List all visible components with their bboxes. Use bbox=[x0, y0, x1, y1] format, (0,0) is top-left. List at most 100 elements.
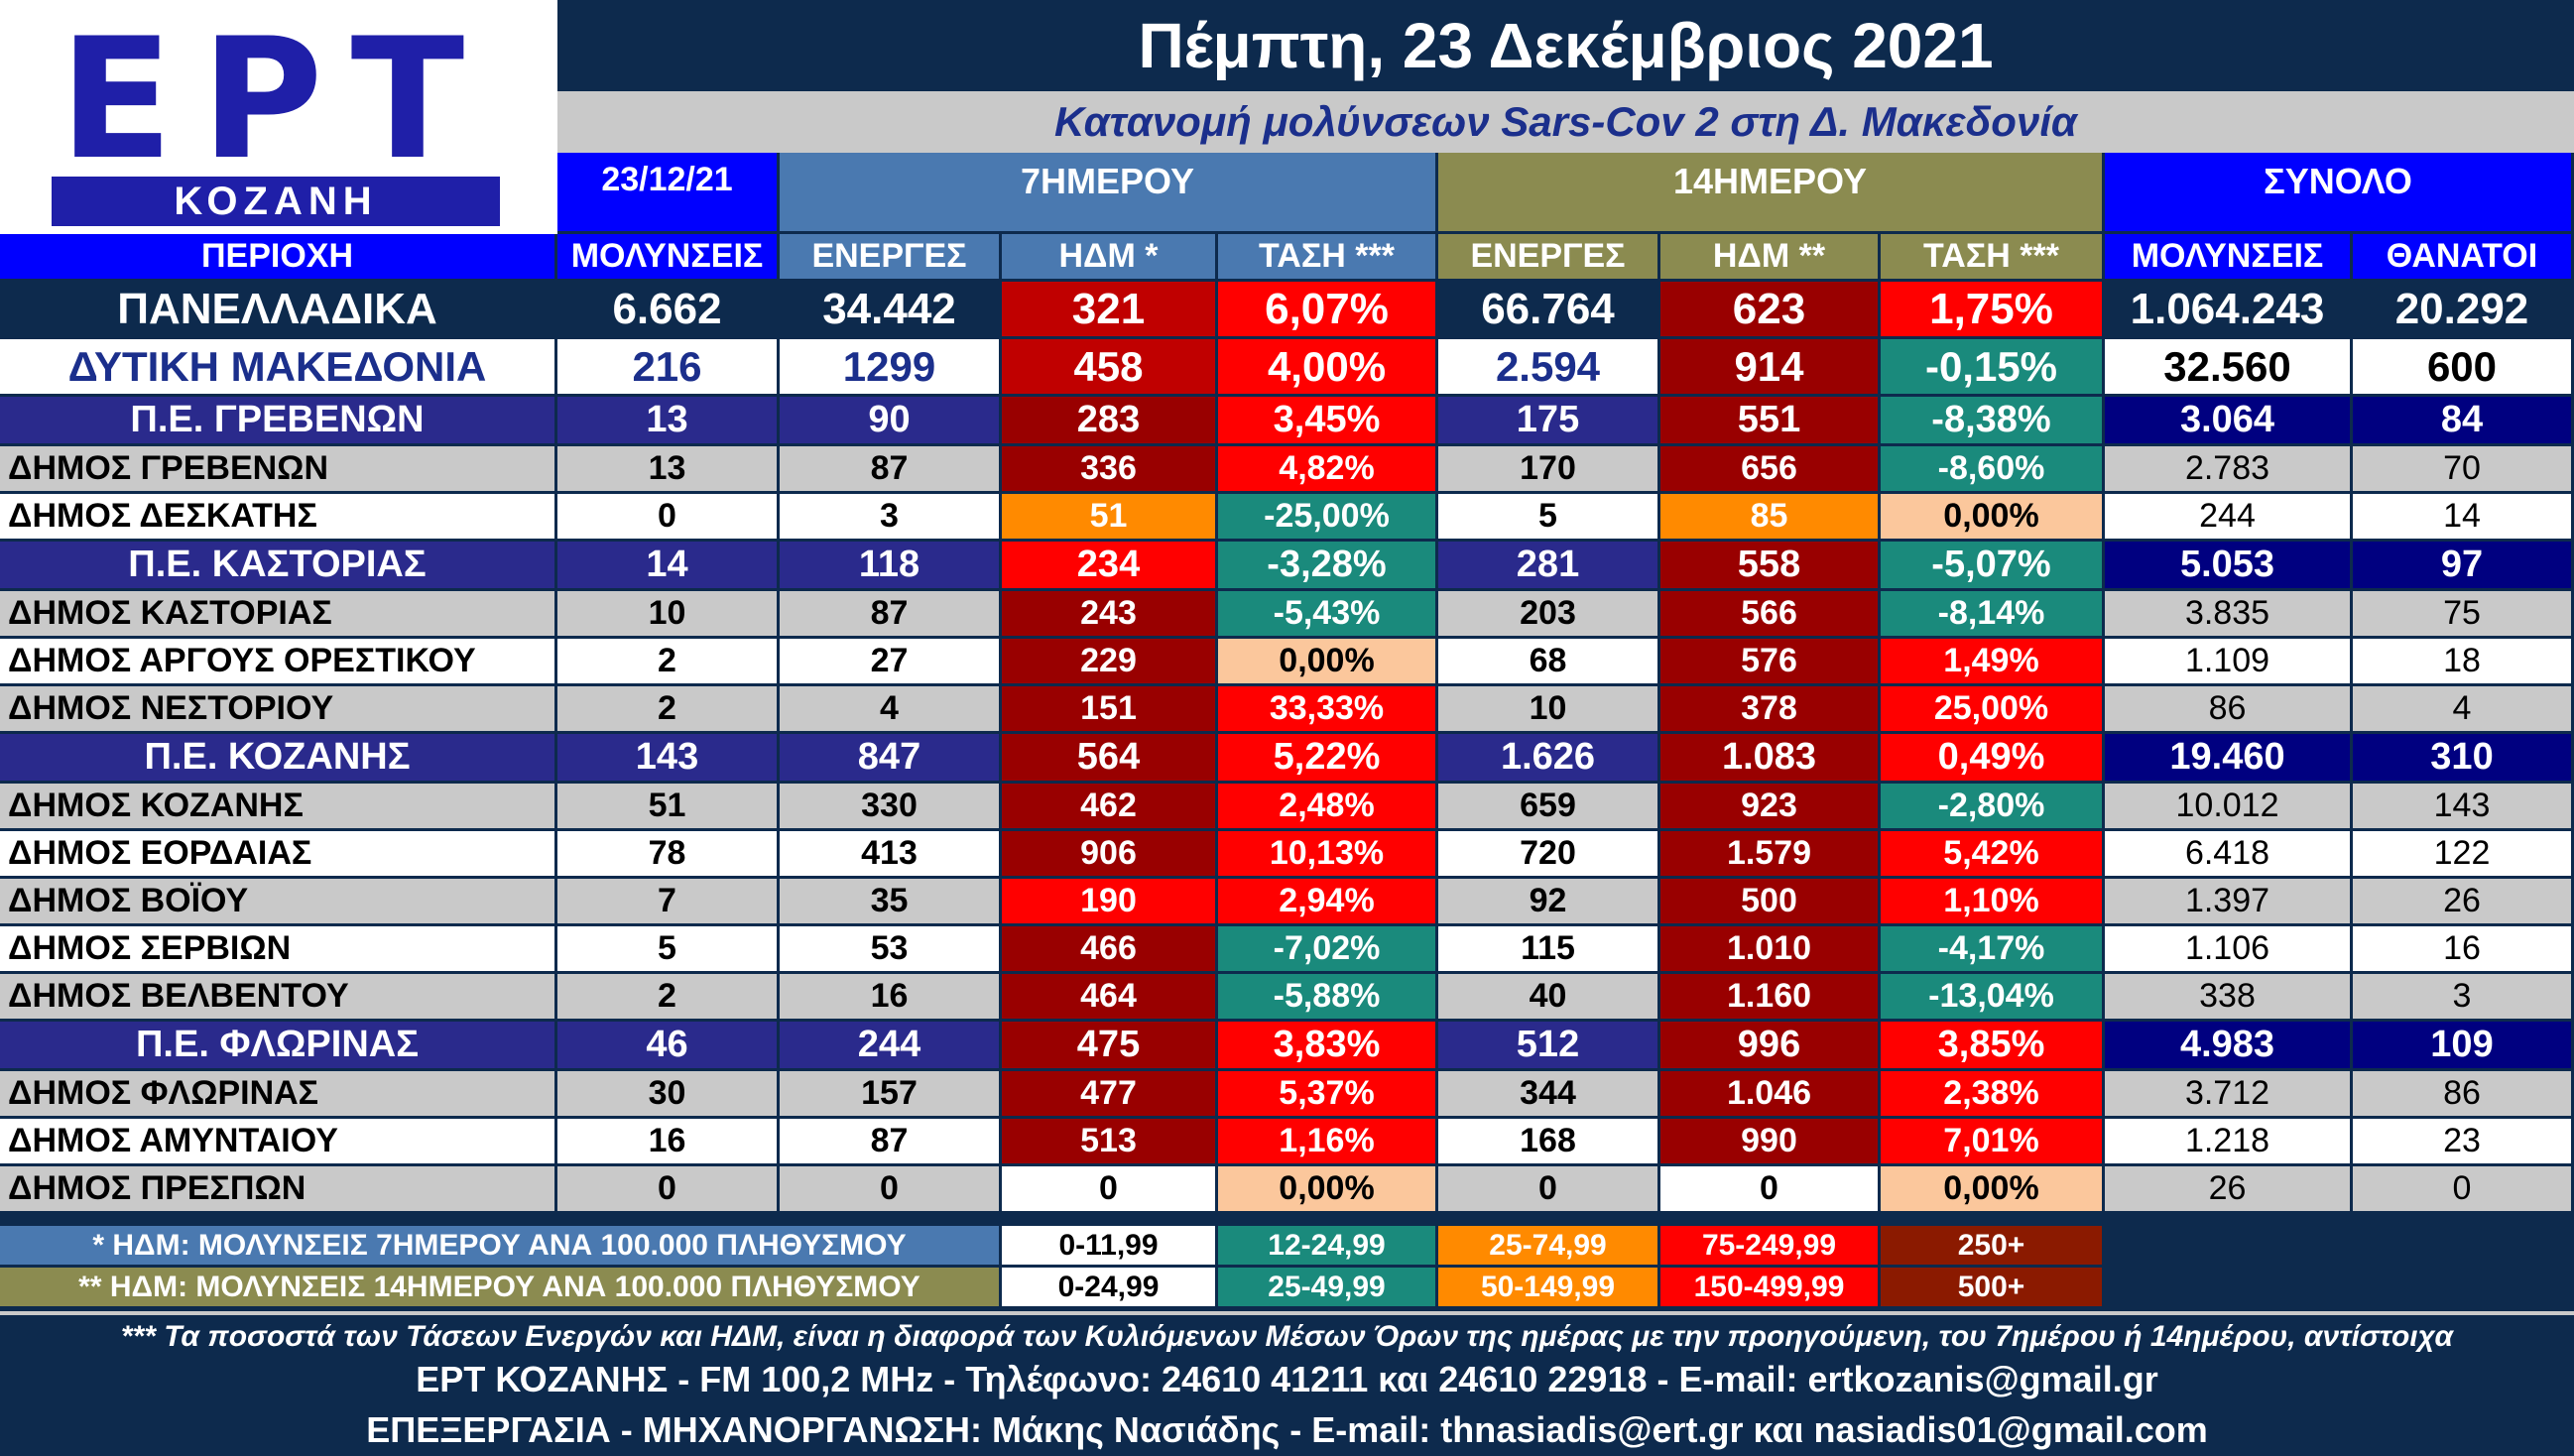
active-7d-cell: 244 bbox=[780, 1022, 1002, 1071]
hdm-14d-cell: 551 bbox=[1660, 397, 1881, 446]
total-infections-cell: 10.012 bbox=[2105, 784, 2353, 831]
total-infections-cell: 5.053 bbox=[2105, 542, 2353, 591]
trend-7d-cell: 10,13% bbox=[1218, 831, 1438, 879]
trend-7d-cell: 2,48% bbox=[1218, 784, 1438, 831]
trend-7d-cell: -25,00% bbox=[1218, 494, 1438, 542]
infections-cell: 143 bbox=[557, 734, 780, 784]
area-cell: ΠΑΝΕΛΛΑΔΙΚΑ bbox=[0, 282, 557, 339]
hdm-7d-cell: 906 bbox=[1002, 831, 1218, 879]
active-14d-cell: 344 bbox=[1438, 1071, 1660, 1119]
hdm-14d-cell: 378 bbox=[1660, 686, 1881, 734]
hdm-14d-cell: 1.083 bbox=[1660, 734, 1881, 784]
active-7d-cell: 87 bbox=[780, 446, 1002, 494]
total-deaths-cell: 86 bbox=[2353, 1071, 2574, 1119]
hdm-14d-cell: 996 bbox=[1660, 1022, 1881, 1071]
hdm-7d-cell: 466 bbox=[1002, 926, 1218, 974]
active-14d-cell: 10 bbox=[1438, 686, 1660, 734]
infections-cell: 10 bbox=[557, 591, 780, 639]
hdm-7d-cell: 243 bbox=[1002, 591, 1218, 639]
active-14d-cell: 115 bbox=[1438, 926, 1660, 974]
hdm-14d-cell: 558 bbox=[1660, 542, 1881, 591]
seven-day-header: 7ΗΜΕΡΟΥ bbox=[780, 153, 1438, 234]
column-header-hdm-7d: ΗΔΜ * bbox=[1002, 234, 1218, 282]
hdm-14d-cell: 500 bbox=[1660, 879, 1881, 926]
column-header-total-infections: ΜΟΛΥΝΣΕΙΣ bbox=[2105, 234, 2353, 282]
total-deaths-cell: 75 bbox=[2353, 591, 2574, 639]
hdm-14d-cell: 914 bbox=[1660, 339, 1881, 397]
total-infections-cell: 3.835 bbox=[2105, 591, 2353, 639]
trend-7d-cell: 0,00% bbox=[1218, 639, 1438, 686]
total-deaths-cell: 0 bbox=[2353, 1166, 2574, 1214]
total-infections-cell: 19.460 bbox=[2105, 734, 2353, 784]
trend-14d-cell: 1,10% bbox=[1881, 879, 2105, 926]
total-deaths-cell: 26 bbox=[2353, 879, 2574, 926]
infections-cell: 46 bbox=[557, 1022, 780, 1071]
footnote: *** Τα ποσοστά των Τάσεων Ενεργών και ΗΔ… bbox=[0, 1311, 2574, 1355]
hdm-7d-cell: 464 bbox=[1002, 974, 1218, 1022]
trend-7d-cell: -5,43% bbox=[1218, 591, 1438, 639]
hdm-14d-cell: 990 bbox=[1660, 1119, 1881, 1166]
active-14d-cell: 720 bbox=[1438, 831, 1660, 879]
active-7d-cell: 90 bbox=[780, 397, 1002, 446]
column-header-active-14d: ΕΝΕΡΓΕΣ bbox=[1438, 234, 1660, 282]
active-7d-cell: 35 bbox=[780, 879, 1002, 926]
trend-14d-cell: -4,17% bbox=[1881, 926, 2105, 974]
total-deaths-cell: 16 bbox=[2353, 926, 2574, 974]
active-7d-cell: 0 bbox=[780, 1166, 1002, 1214]
hdm-14d-cell: 85 bbox=[1660, 494, 1881, 542]
total-deaths-cell: 84 bbox=[2353, 397, 2574, 446]
trend-7d-cell: 3,83% bbox=[1218, 1022, 1438, 1071]
area-cell: ΔΗΜΟΣ ΑΜΥΝΤΑΙΟΥ bbox=[0, 1119, 557, 1166]
fourteen-day-header: 14ΗΜΕΡΟΥ bbox=[1438, 153, 2105, 234]
legend-label-1: * ΗΔΜ: ΜΟΛΥΝΣΕΙΣ 7ΗΜΕΡΟΥ ΑΝΑ 100.000 ΠΛΗ… bbox=[0, 1226, 1002, 1268]
hdm-14d-cell: 576 bbox=[1660, 639, 1881, 686]
active-7d-cell: 16 bbox=[780, 974, 1002, 1022]
infections-cell: 30 bbox=[557, 1071, 780, 1119]
hdm-7d-cell: 336 bbox=[1002, 446, 1218, 494]
infections-cell: 14 bbox=[557, 542, 780, 591]
active-14d-cell: 40 bbox=[1438, 974, 1660, 1022]
trend-7d-cell: 5,22% bbox=[1218, 734, 1438, 784]
total-deaths-cell: 4 bbox=[2353, 686, 2574, 734]
total-infections-cell: 338 bbox=[2105, 974, 2353, 1022]
legend: * ΗΔΜ: ΜΟΛΥΝΣΕΙΣ 7ΗΜΕΡΟΥ ΑΝΑ 100.000 ΠΛΗ… bbox=[0, 1226, 2574, 1309]
area-cell: ΔΗΜΟΣ ΔΕΣΚΑΤΗΣ bbox=[0, 494, 557, 542]
active-14d-cell: 2.594 bbox=[1438, 339, 1660, 397]
area-cell: ΔΗΜΟΣ ΕΟΡΔΑΙΑΣ bbox=[0, 831, 557, 879]
total-infections-cell: 2.783 bbox=[2105, 446, 2353, 494]
area-cell: ΔΗΜΟΣ ΚΑΣΤΟΡΙΑΣ bbox=[0, 591, 557, 639]
legend-range: 25-74,99 bbox=[1438, 1226, 1660, 1268]
hdm-14d-cell: 566 bbox=[1660, 591, 1881, 639]
credits-line: ΕΠΕΞΕΡΓΑΣΙΑ - ΜΗΧΑΝΟΡΓΑΝΩΣΗ: Μάκης Νασιά… bbox=[366, 1409, 2208, 1450]
logo-text: ΕΡΤ bbox=[59, 2, 493, 196]
trend-14d-cell: 1,75% bbox=[1881, 282, 2105, 339]
legend-range: 0-24,99 bbox=[1002, 1268, 1218, 1309]
active-7d-cell: 34.442 bbox=[780, 282, 1002, 339]
trend-14d-cell: 0,00% bbox=[1881, 494, 2105, 542]
column-header-total-deaths: ΘΑΝΑΤΟΙ bbox=[2353, 234, 2574, 282]
trend-7d-cell: 33,33% bbox=[1218, 686, 1438, 734]
hdm-14d-cell: 1.579 bbox=[1660, 831, 1881, 879]
hdm-7d-cell: 0 bbox=[1002, 1166, 1218, 1214]
total-deaths-cell: 14 bbox=[2353, 494, 2574, 542]
active-7d-cell: 87 bbox=[780, 591, 1002, 639]
total-deaths-cell: 3 bbox=[2353, 974, 2574, 1022]
trend-7d-cell: 3,45% bbox=[1218, 397, 1438, 446]
trend-7d-cell: -5,88% bbox=[1218, 974, 1438, 1022]
total-infections-cell: 244 bbox=[2105, 494, 2353, 542]
active-7d-cell: 413 bbox=[780, 831, 1002, 879]
legend-range: 0-11,99 bbox=[1002, 1226, 1218, 1268]
ert-logo: ΕΡΤ ΚΟΖΑΝΗ bbox=[0, 0, 557, 234]
trend-14d-cell: -5,07% bbox=[1881, 542, 2105, 591]
hdm-14d-cell: 1.160 bbox=[1660, 974, 1881, 1022]
active-14d-cell: 1.626 bbox=[1438, 734, 1660, 784]
hdm-14d-cell: 1.046 bbox=[1660, 1071, 1881, 1119]
area-cell: ΔΗΜΟΣ ΦΛΩΡΙΝΑΣ bbox=[0, 1071, 557, 1119]
trend-14d-cell: 5,42% bbox=[1881, 831, 2105, 879]
infections-cell: 2 bbox=[557, 639, 780, 686]
area-cell: ΔΗΜΟΣ ΝΕΣΤΟΡΙΟΥ bbox=[0, 686, 557, 734]
active-14d-cell: 170 bbox=[1438, 446, 1660, 494]
total-infections-cell: 1.106 bbox=[2105, 926, 2353, 974]
infections-cell: 13 bbox=[557, 446, 780, 494]
trend-7d-cell: -7,02% bbox=[1218, 926, 1438, 974]
